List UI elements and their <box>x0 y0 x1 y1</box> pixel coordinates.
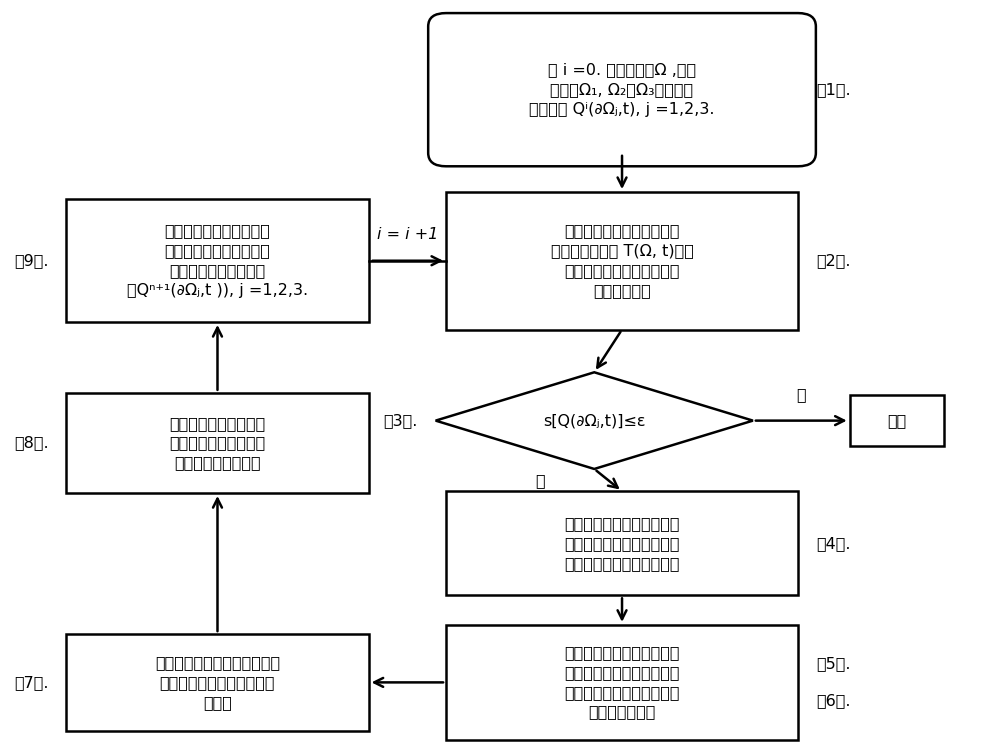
Text: 把热电偶所在位置处的
灵敏度代入搜索步长方
程，计算得搜索步长: 把热电偶所在位置处的 灵敏度代入搜索步长方 程，计算得搜索步长 <box>169 416 266 470</box>
Bar <box>446 491 798 596</box>
Text: 第6步.: 第6步. <box>816 693 850 708</box>
Polygon shape <box>436 372 753 469</box>
Text: 把搜索方向代入灵敏度问题，
求解得热电偶所在位置处的
灵敏度: 把搜索方向代入灵敏度问题， 求解得热电偶所在位置处的 灵敏度 <box>155 655 280 710</box>
Text: 第1步.: 第1步. <box>816 82 850 97</box>
Text: 求解正问题，得计算域的温
度场随时间分布 T(Ω, t)、结
晶器热面温度和热电偶所在
位置处的温度: 求解正问题，得计算域的温 度场随时间分布 T(Ω, t)、结 晶器热面温度和热电… <box>551 223 693 298</box>
Text: s[Q(∂Ωⱼ,t)]≤ε: s[Q(∂Ωⱼ,t)]≤ε <box>543 413 646 428</box>
Text: i = i +1: i = i +1 <box>377 227 438 242</box>
Text: 第5步.: 第5步. <box>816 656 850 672</box>
Bar <box>66 393 369 493</box>
Text: 第3步.: 第3步. <box>383 413 418 428</box>
Bar <box>850 396 944 446</box>
Text: 把热电偶所在位置处的温度
代入伴随问题求解，并把结
果代入梯度公式中计算梯度: 把热电偶所在位置处的温度 代入伴随问题求解，并把结 果代入梯度公式中计算梯度 <box>564 516 680 571</box>
Text: 第7步.: 第7步. <box>14 675 48 690</box>
Text: 是: 是 <box>796 387 806 402</box>
Bar <box>446 192 798 329</box>
Bar <box>66 634 369 731</box>
Text: 把搜索方向和搜索步长，
代入热流密度更新公式，
计算得新的边界热流密
度Qⁿ⁺¹(∂Ωⱼ,t )), j =1,2,3.: 把搜索方向和搜索步长， 代入热流密度更新公式， 计算得新的边界热流密 度Qⁿ⁺¹… <box>127 223 308 298</box>
Text: 把梯度带入共轭系数公式计
算共轭系数；再把梯度和共
轭系数代入搜索方向公式，
计算得搜索方向: 把梯度带入共轭系数公式计 算共轭系数；再把梯度和共 轭系数代入搜索方向公式， 计… <box>564 645 680 720</box>
Text: 第2步.: 第2步. <box>816 253 850 268</box>
Bar <box>446 625 798 740</box>
Bar <box>66 199 369 322</box>
Text: 第9步.: 第9步. <box>14 253 48 268</box>
Text: 否: 否 <box>535 472 545 487</box>
FancyBboxPatch shape <box>428 13 816 166</box>
Text: 第8步.: 第8步. <box>14 435 48 450</box>
Text: 令 i =0. 确定计算域Ω ,分别
为边界Ω₁, Ω₂和Ω₃假设热流
密度函数 Qⁱ(∂Ωⱼ,t), j =1,2,3.: 令 i =0. 确定计算域Ω ,分别 为边界Ω₁, Ω₂和Ω₃假设热流 密度函数… <box>529 62 715 117</box>
Text: 结束: 结束 <box>887 413 906 428</box>
Text: 第4步.: 第4步. <box>816 536 850 550</box>
